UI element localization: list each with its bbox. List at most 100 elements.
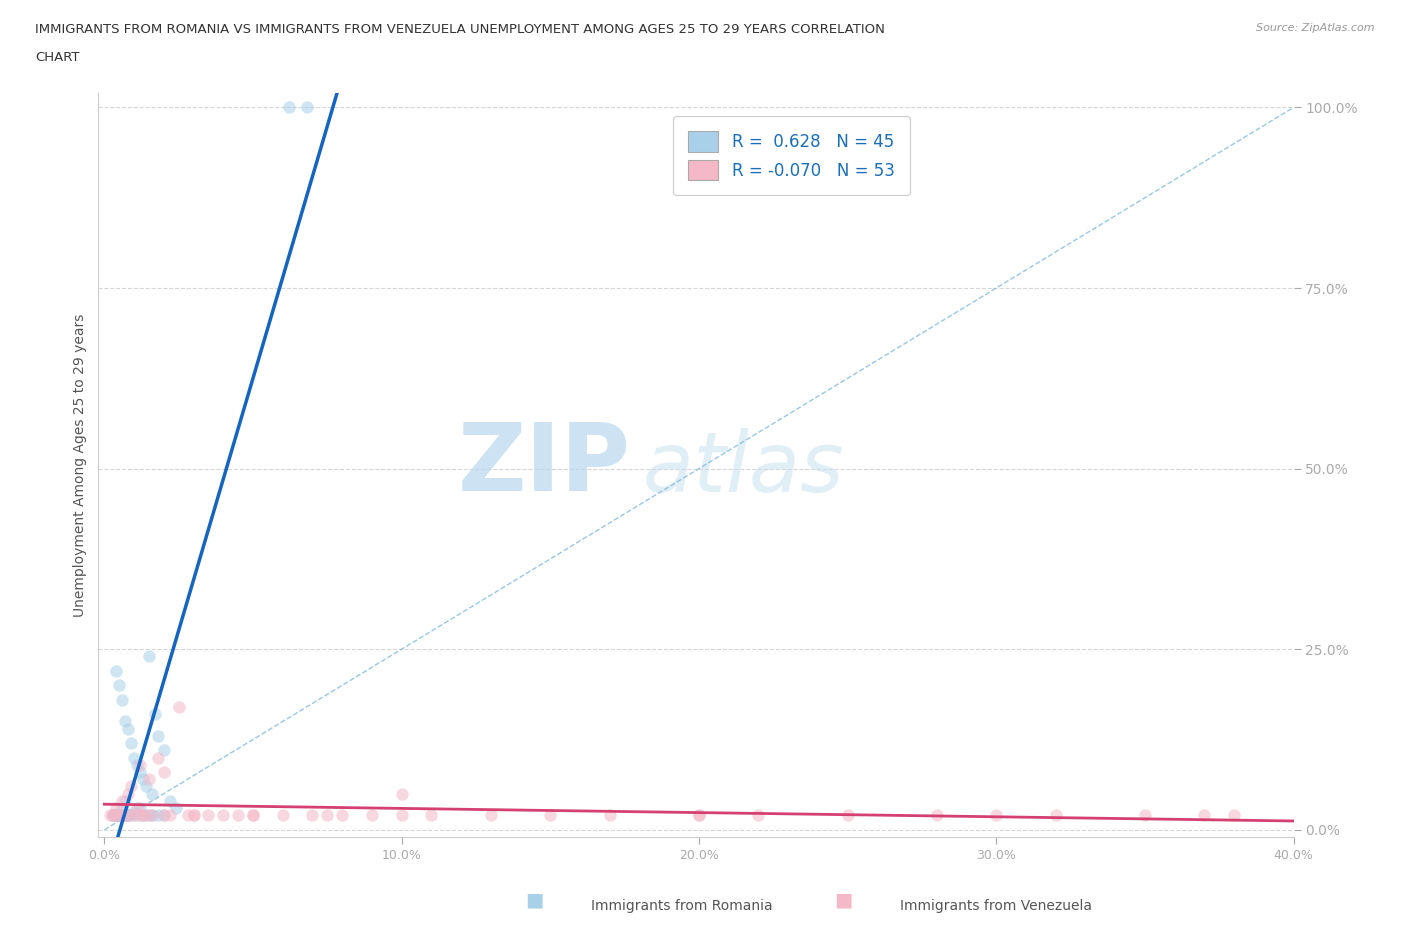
Y-axis label: Unemployment Among Ages 25 to 29 years: Unemployment Among Ages 25 to 29 years <box>73 313 87 617</box>
Point <box>688 808 710 823</box>
Point <box>114 808 136 823</box>
Point <box>197 808 219 823</box>
Point <box>105 801 128 816</box>
Point <box>212 808 235 823</box>
Point <box>129 801 152 816</box>
Point <box>114 793 136 808</box>
Point <box>132 772 155 787</box>
Point <box>361 808 384 823</box>
Point <box>688 808 710 823</box>
Point <box>146 808 169 823</box>
Point <box>538 808 561 823</box>
Point <box>141 808 163 823</box>
Point <box>183 808 205 823</box>
Point <box>103 808 125 823</box>
Point <box>316 808 339 823</box>
Point <box>391 808 413 823</box>
Point <box>108 808 131 823</box>
Point <box>111 808 134 823</box>
Point <box>159 793 181 808</box>
Point <box>103 808 125 823</box>
Text: Source: ZipAtlas.com: Source: ZipAtlas.com <box>1257 23 1375 33</box>
Point <box>479 808 502 823</box>
Point <box>183 808 205 823</box>
Point <box>111 808 134 823</box>
Point <box>159 808 181 823</box>
Point <box>105 808 128 823</box>
Point <box>295 100 318 115</box>
Point <box>117 721 139 736</box>
Legend: R =  0.628   N = 45, R = -0.070   N = 53: R = 0.628 N = 45, R = -0.070 N = 53 <box>673 116 910 195</box>
Point <box>129 757 152 772</box>
Point <box>125 757 148 772</box>
Point <box>330 808 353 823</box>
Point <box>135 779 157 794</box>
Point <box>117 808 139 823</box>
Point <box>167 699 190 714</box>
Point <box>114 808 136 823</box>
Point <box>226 808 249 823</box>
Point <box>1194 808 1216 823</box>
Point <box>111 692 134 707</box>
Text: Immigrants from Romania: Immigrants from Romania <box>591 898 772 913</box>
Point <box>111 793 134 808</box>
Point <box>925 808 948 823</box>
Point <box>135 808 157 823</box>
Point <box>138 772 160 787</box>
Point <box>837 808 859 823</box>
Point <box>176 808 198 823</box>
Point <box>122 751 145 765</box>
Text: ■: ■ <box>524 891 544 910</box>
Point <box>108 808 131 823</box>
Point <box>129 764 152 779</box>
Point <box>125 801 148 816</box>
Point <box>138 649 160 664</box>
Point <box>129 808 152 823</box>
Point <box>108 678 131 693</box>
Point <box>146 728 169 743</box>
Point <box>108 808 131 823</box>
Point <box>105 663 128 678</box>
Point <box>242 808 264 823</box>
Text: Immigrants from Venezuela: Immigrants from Venezuela <box>900 898 1092 913</box>
Point <box>103 808 125 823</box>
Point <box>1045 808 1067 823</box>
Point <box>125 808 148 823</box>
Point <box>391 786 413 801</box>
Point <box>986 808 1008 823</box>
Point <box>117 808 139 823</box>
Text: IMMIGRANTS FROM ROMANIA VS IMMIGRANTS FROM VENEZUELA UNEMPLOYMENT AMONG AGES 25 : IMMIGRANTS FROM ROMANIA VS IMMIGRANTS FR… <box>35 23 884 36</box>
Point <box>153 743 176 758</box>
Point <box>132 808 155 823</box>
Point <box>120 808 142 823</box>
Text: ZIP: ZIP <box>457 419 630 511</box>
Point <box>165 801 187 816</box>
Point <box>132 808 155 823</box>
Point <box>122 808 145 823</box>
Point <box>141 808 163 823</box>
Point <box>277 100 299 115</box>
Point <box>103 808 125 823</box>
Point <box>117 808 139 823</box>
Point <box>105 808 128 823</box>
Point <box>271 808 294 823</box>
Point <box>599 808 621 823</box>
Point <box>120 779 142 794</box>
Point <box>105 808 128 823</box>
Point <box>747 808 769 823</box>
Point <box>153 808 176 823</box>
Point <box>117 786 139 801</box>
Text: CHART: CHART <box>35 51 80 64</box>
Point <box>143 707 166 722</box>
Point <box>242 808 264 823</box>
Point <box>153 808 176 823</box>
Point <box>153 764 176 779</box>
Point <box>1133 808 1156 823</box>
Point <box>138 808 160 823</box>
Text: ■: ■ <box>834 891 853 910</box>
Point <box>98 808 121 823</box>
Text: atlas: atlas <box>643 428 844 510</box>
Point <box>141 786 163 801</box>
Point <box>146 751 169 765</box>
Point <box>111 801 134 816</box>
